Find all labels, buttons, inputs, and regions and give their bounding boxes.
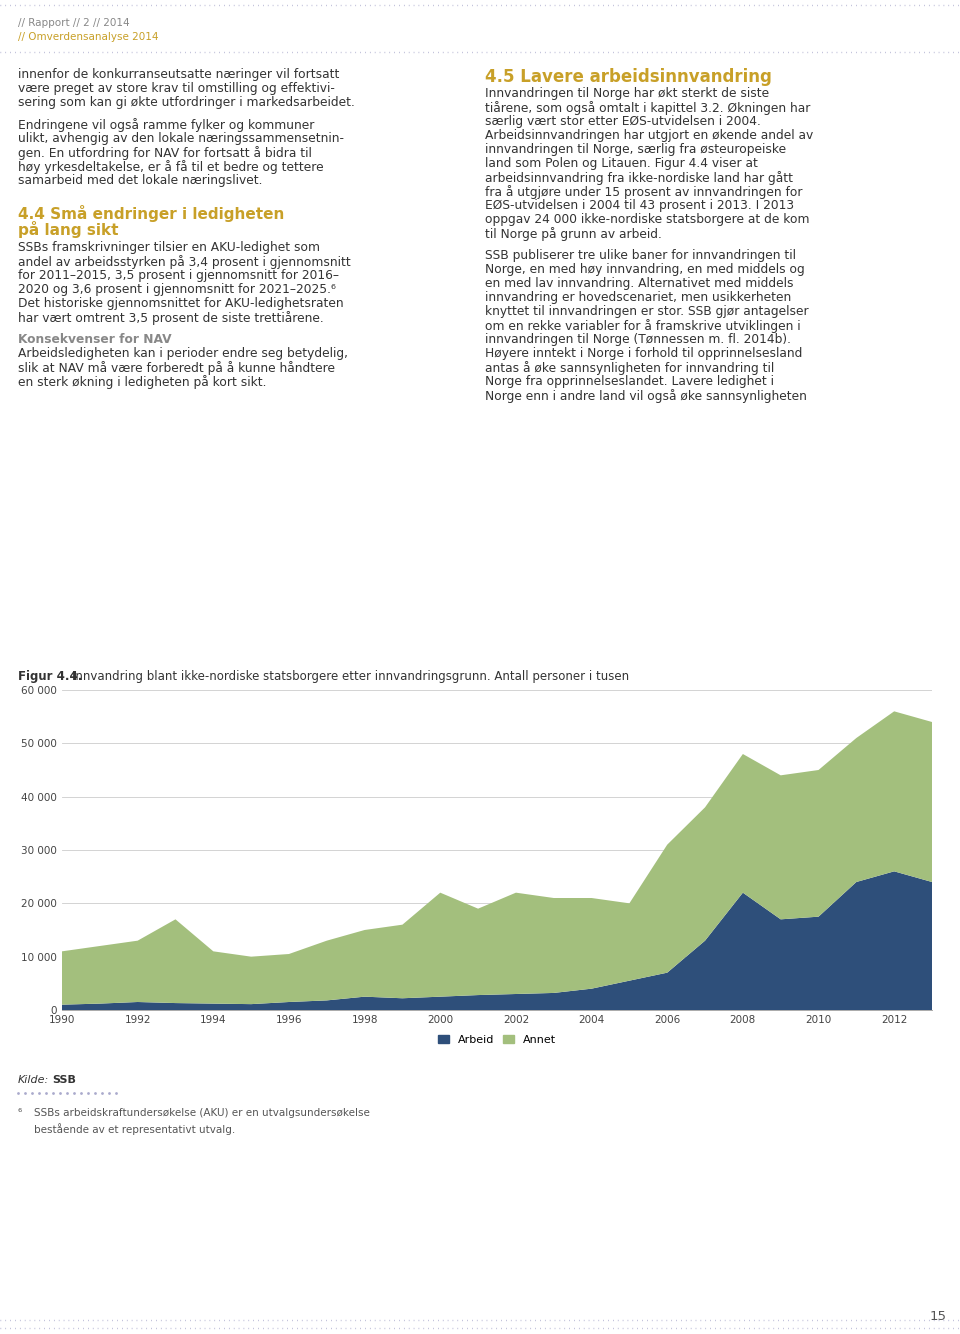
Text: innvandringen til Norge, særlig fra østeuropeiske: innvandringen til Norge, særlig fra øste… (485, 143, 786, 156)
Text: knyttet til innvandringen er stor. SSB gjør antagelser: knyttet til innvandringen er stor. SSB g… (485, 305, 808, 317)
Text: innvandring er hovedscenariet, men usikkerheten: innvandring er hovedscenariet, men usikk… (485, 291, 791, 304)
Text: Arbeidsledigheten kan i perioder endre seg betydelig,: Arbeidsledigheten kan i perioder endre s… (18, 347, 348, 360)
Text: bestående av et representativt utvalg.: bestående av et representativt utvalg. (34, 1123, 235, 1135)
Text: SSBs arbeidskraftundersøkelse (AKU) er en utvalgsundersøkelse: SSBs arbeidskraftundersøkelse (AKU) er e… (34, 1109, 370, 1118)
Text: innvandringen til Norge (Tønnessen m. fl. 2014b).: innvandringen til Norge (Tønnessen m. fl… (485, 334, 791, 346)
Text: for 2011–2015, 3,5 prosent i gjennomsnitt for 2016–: for 2011–2015, 3,5 prosent i gjennomsnit… (18, 268, 339, 281)
Text: 4.4 Små endringer i ledigheten: 4.4 Små endringer i ledigheten (18, 205, 284, 221)
Text: EØS-utvidelsen i 2004 til 43 prosent i 2013. I 2013: EØS-utvidelsen i 2004 til 43 prosent i 2… (485, 199, 794, 212)
Text: Norge, en med høy innvandring, en med middels og: Norge, en med høy innvandring, en med mi… (485, 263, 804, 276)
Text: Høyere inntekt i Norge i forhold til opprinnelsesland: Høyere inntekt i Norge i forhold til opp… (485, 347, 803, 360)
Text: Innvandringen til Norge har økt sterkt de siste: Innvandringen til Norge har økt sterkt d… (485, 87, 769, 100)
Text: SSBs framskrivninger tilsier en AKU-ledighet som: SSBs framskrivninger tilsier en AKU-ledi… (18, 241, 320, 253)
Text: tiårene, som også omtalt i kapittel 3.2. Økningen har: tiårene, som også omtalt i kapittel 3.2.… (485, 101, 810, 115)
Text: SSB publiserer tre ulike baner for innvandringen til: SSB publiserer tre ulike baner for innva… (485, 249, 796, 261)
Text: // Rapport // 2 // 2014: // Rapport // 2 // 2014 (18, 17, 130, 28)
Text: til Norge på grunn av arbeid.: til Norge på grunn av arbeid. (485, 227, 661, 241)
Text: // Omverdensanalyse 2014: // Omverdensanalyse 2014 (18, 32, 158, 41)
Text: oppgav 24 000 ikke-nordiske statsborgere at de kom: oppgav 24 000 ikke-nordiske statsborgere… (485, 213, 809, 225)
Text: land som Polen og Litauen. Figur 4.4 viser at: land som Polen og Litauen. Figur 4.4 vis… (485, 157, 757, 169)
Text: Endringene vil også ramme fylker og kommuner: Endringene vil også ramme fylker og komm… (18, 117, 314, 132)
Text: Figur 4.4.: Figur 4.4. (18, 670, 86, 683)
Legend: Arbeid, Annet: Arbeid, Annet (433, 1030, 561, 1050)
Text: andel av arbeidsstyrken på 3,4 prosent i gjennomsnitt: andel av arbeidsstyrken på 3,4 prosent i… (18, 255, 350, 268)
Text: om en rekke variabler for å framskrive utviklingen i: om en rekke variabler for å framskrive u… (485, 319, 801, 334)
Text: slik at NAV må være forberedt på å kunne håndtere: slik at NAV må være forberedt på å kunne… (18, 360, 335, 375)
Text: antas å øke sannsynligheten for innvandring til: antas å øke sannsynligheten for innvandr… (485, 362, 775, 375)
Text: gen. En utfordring for NAV for fortsatt å bidra til: gen. En utfordring for NAV for fortsatt … (18, 145, 312, 160)
Text: en sterk økning i ledigheten på kort sikt.: en sterk økning i ledigheten på kort sik… (18, 375, 267, 388)
Text: 2020 og 3,6 prosent i gjennomsnitt for 2021–2025.⁶: 2020 og 3,6 prosent i gjennomsnitt for 2… (18, 283, 336, 296)
Text: 4.5 Lavere arbeidsinnvandring: 4.5 Lavere arbeidsinnvandring (485, 68, 772, 85)
Text: 15: 15 (930, 1310, 947, 1323)
Text: sering som kan gi økte utfordringer i markedsarbeidet.: sering som kan gi økte utfordringer i ma… (18, 96, 355, 109)
Text: ulikt, avhengig av den lokale næringssammensetnin-: ulikt, avhengig av den lokale næringssam… (18, 132, 344, 145)
Text: høy yrkesdeltakelse, er å få til et bedre og tettere: høy yrkesdeltakelse, er å få til et bedr… (18, 160, 324, 173)
Text: på lang sikt: på lang sikt (18, 221, 118, 237)
Text: Konsekvenser for NAV: Konsekvenser for NAV (18, 332, 172, 346)
Text: Arbeidsinnvandringen har utgjort en økende andel av: Arbeidsinnvandringen har utgjort en øken… (485, 129, 813, 141)
Text: være preget av store krav til omstilling og effektivi-: være preget av store krav til omstilling… (18, 81, 335, 95)
Text: fra å utgjøre under 15 prosent av innvandringen for: fra å utgjøre under 15 prosent av innvan… (485, 185, 803, 199)
Text: Innvandring blant ikke-nordiske statsborgere etter innvandringsgrunn. Antall per: Innvandring blant ikke-nordiske statsbor… (72, 670, 629, 683)
Text: en med lav innvandring. Alternativet med middels: en med lav innvandring. Alternativet med… (485, 277, 794, 289)
Text: Norge enn i andre land vil også øke sannsynligheten: Norge enn i andre land vil også øke sann… (485, 390, 806, 403)
Text: særlig vært stor etter EØS-utvidelsen i 2004.: særlig vært stor etter EØS-utvidelsen i … (485, 115, 761, 128)
Text: SSB: SSB (52, 1075, 76, 1085)
Text: samarbeid med det lokale næringslivet.: samarbeid med det lokale næringslivet. (18, 173, 262, 187)
Text: har vært omtrent 3,5 prosent de siste trettiårene.: har vært omtrent 3,5 prosent de siste tr… (18, 311, 324, 324)
Text: Norge fra opprinnelseslandet. Lavere ledighet i: Norge fra opprinnelseslandet. Lavere led… (485, 375, 774, 388)
Text: Kilde:: Kilde: (18, 1075, 49, 1085)
Text: ⁶: ⁶ (18, 1109, 22, 1118)
Text: Det historiske gjennomsnittet for AKU-ledighetsraten: Det historiske gjennomsnittet for AKU-le… (18, 296, 344, 309)
Text: innenfor de konkurranseutsatte næringer vil fortsatt: innenfor de konkurranseutsatte næringer … (18, 68, 340, 81)
Text: arbeidsinnvandring fra ikke-nordiske land har gått: arbeidsinnvandring fra ikke-nordiske lan… (485, 171, 793, 185)
